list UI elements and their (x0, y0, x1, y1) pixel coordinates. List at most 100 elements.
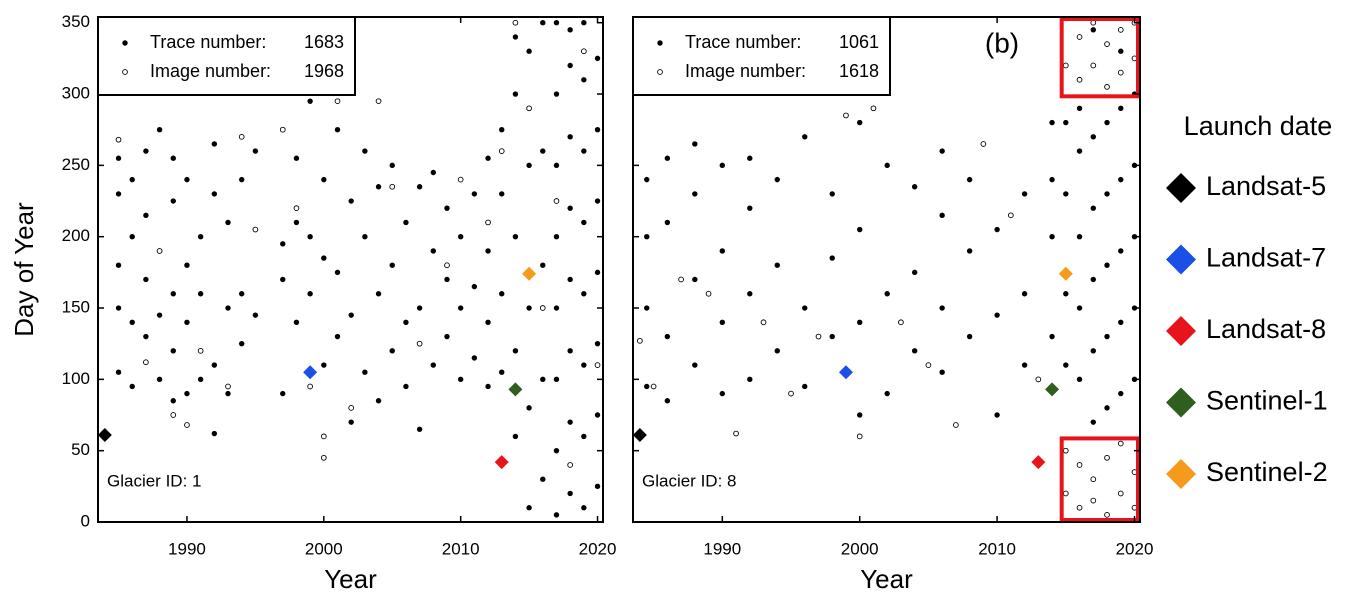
trace-point (389, 262, 395, 268)
trace-point (1049, 333, 1055, 340)
trace-point (348, 312, 354, 318)
trace-point (252, 312, 259, 318)
image-point (1104, 512, 1110, 518)
trace-point (430, 248, 436, 254)
trace-point (966, 333, 973, 340)
image-point (733, 430, 739, 437)
trace-point (581, 505, 587, 511)
trace-point (1090, 276, 1096, 283)
trace-point (1063, 291, 1069, 297)
x-axis-label: Year (324, 564, 377, 594)
trace-point (129, 319, 135, 325)
trace-point (457, 376, 464, 383)
trace-point (225, 305, 231, 311)
trace-point (471, 191, 478, 197)
legend-marker (122, 69, 128, 75)
trace-point (526, 48, 532, 54)
image-point (156, 248, 163, 254)
trace-point (334, 269, 341, 276)
image-point (375, 98, 382, 105)
trace-point (1118, 248, 1124, 254)
trace-point (567, 205, 573, 211)
image-point (705, 290, 712, 297)
image-point (184, 422, 190, 428)
y-tick-label: 50 (71, 440, 90, 459)
trace-point (403, 383, 409, 390)
trace-point (170, 155, 176, 161)
image-point (1007, 212, 1014, 219)
plot-area (633, 19, 1138, 518)
trace-point (774, 348, 780, 354)
x-tick-label: 2020 (579, 539, 617, 558)
highlight-box (1059, 436, 1141, 522)
trace-point (747, 205, 753, 211)
legend-count: 1618 (839, 61, 879, 81)
trace-point (457, 305, 464, 311)
trace-point (994, 312, 1000, 318)
trace-point (1021, 362, 1028, 368)
trace-point (184, 262, 190, 268)
trace-point (238, 176, 245, 183)
image-point (512, 19, 519, 26)
trace-point (444, 333, 450, 340)
trace-point (594, 340, 601, 347)
image-point (580, 48, 587, 55)
trace-point (512, 433, 519, 440)
trace-point (939, 148, 945, 154)
trace-point (170, 198, 176, 204)
trace-point (692, 276, 698, 283)
trace-point (553, 305, 560, 311)
image-point (279, 126, 286, 133)
legend-box (97, 16, 356, 96)
image-point (348, 405, 355, 411)
trace-point (553, 20, 560, 26)
trace-point (553, 233, 560, 240)
image-point (334, 98, 341, 105)
annotation: Glacier ID: 8 (642, 471, 736, 490)
trace-point (594, 269, 601, 276)
trace-point (115, 369, 122, 375)
trace-point (939, 212, 945, 218)
trace-point (540, 148, 546, 154)
trace-point (829, 333, 835, 340)
trace-point (1021, 291, 1028, 297)
trace-point (211, 141, 218, 147)
trace-point (857, 412, 863, 418)
legend-marker (657, 69, 663, 75)
image-point (594, 362, 601, 368)
image-point (1090, 62, 1097, 69)
trace-point (471, 283, 478, 290)
trace-point (115, 191, 122, 197)
trace-point (719, 248, 726, 254)
trace-point (567, 348, 573, 354)
launch-marker (1045, 382, 1060, 397)
image-point (1076, 34, 1083, 40)
trace-point (1104, 191, 1110, 197)
trace-point (1104, 119, 1110, 126)
legend-title: Launch date (1184, 111, 1333, 141)
trace-point (1090, 27, 1096, 33)
trace-point (692, 141, 698, 147)
trace-point (430, 169, 436, 176)
trace-point (416, 426, 423, 432)
trace-point (553, 162, 560, 169)
y-tick-label: 150 (62, 298, 90, 317)
trace-point (802, 305, 808, 311)
trace-point (526, 162, 532, 169)
trace-point (129, 176, 135, 183)
launch-marker (633, 427, 647, 442)
trace-point (170, 348, 176, 354)
trace-point (184, 319, 190, 325)
image-point (870, 105, 877, 112)
legend-label: Sentinel-2 (1206, 457, 1328, 487)
image-point (1090, 19, 1097, 26)
image-point (980, 141, 987, 147)
y-axis-label: Day of Year (9, 202, 39, 337)
trace-point (1063, 191, 1069, 197)
launch-marker (508, 382, 523, 397)
image-point (1076, 504, 1083, 511)
annotation: Glacier ID: 1 (107, 471, 201, 490)
trace-point (966, 248, 973, 254)
trace-point (829, 191, 835, 197)
trace-point (293, 155, 300, 161)
